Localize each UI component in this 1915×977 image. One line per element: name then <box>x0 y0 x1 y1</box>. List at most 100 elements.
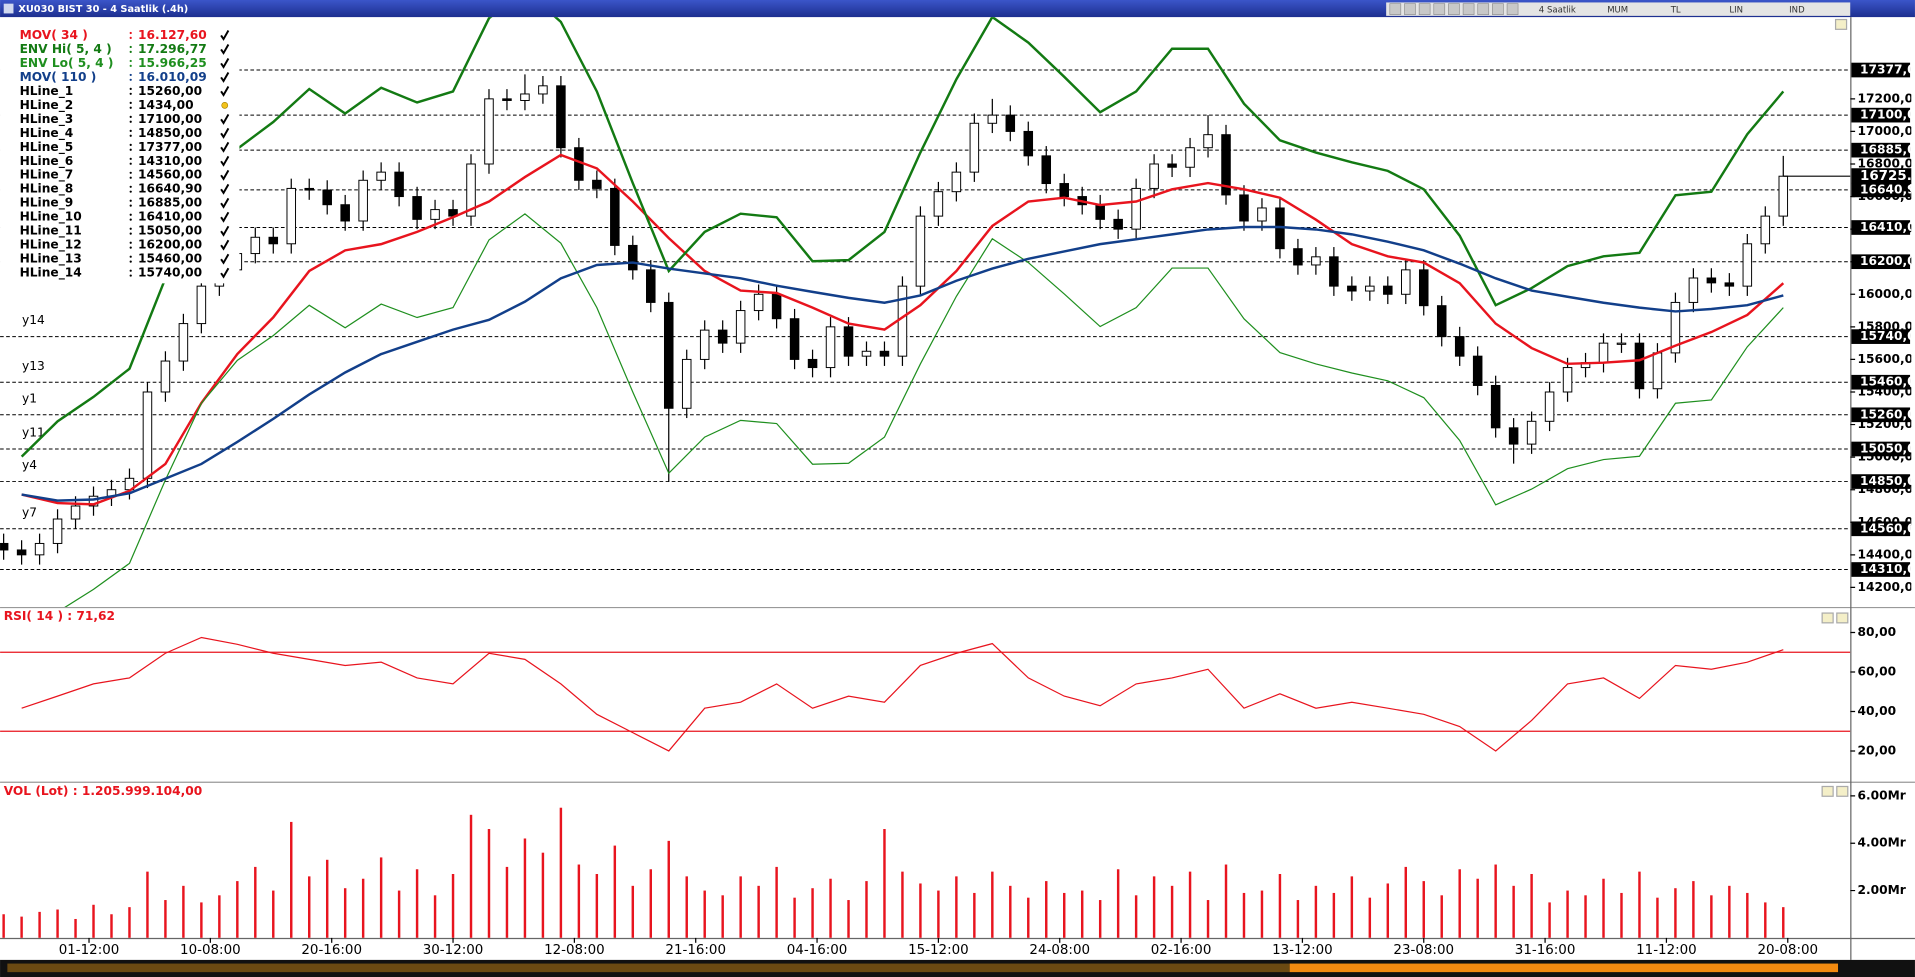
legend-value: 15460,00 <box>138 252 202 266</box>
volume-bar <box>1764 902 1767 938</box>
candle-body <box>915 215 926 287</box>
volume-bar <box>56 909 59 938</box>
toolbar-button[interactable] <box>1389 3 1402 15</box>
legend-value: 15.966,25 <box>138 56 207 70</box>
volume-bar <box>901 871 904 938</box>
volume-bar <box>487 829 491 938</box>
toolbar-button[interactable] <box>1433 3 1446 15</box>
toolbar-button[interactable] <box>1506 3 1519 15</box>
candle-body <box>1131 187 1141 230</box>
y-tick-label: 16000,00 <box>1858 287 1915 301</box>
volume-bar <box>325 859 329 938</box>
candle-body <box>1670 301 1681 354</box>
volume-bar <box>1080 890 1084 938</box>
panel-button[interactable] <box>1836 785 1849 797</box>
volume-bar <box>775 866 778 938</box>
volume-bar <box>110 914 113 938</box>
legend-toggle[interactable] <box>220 113 230 125</box>
candle-body <box>681 358 692 409</box>
scrollbar-thumb[interactable] <box>1289 963 1839 973</box>
x-tick-label: 10-08:00 <box>180 943 241 958</box>
candle-body <box>466 163 476 217</box>
legend-toggle[interactable] <box>220 155 230 167</box>
volume-bar <box>272 890 275 938</box>
legend-toggle[interactable] <box>220 85 230 97</box>
candle-body <box>358 179 368 222</box>
legend-toggle[interactable] <box>220 127 230 139</box>
legend-toggle[interactable] <box>221 101 229 109</box>
volume-bar <box>1386 883 1390 938</box>
legend-toggle[interactable] <box>220 183 230 195</box>
volume-bar <box>1368 897 1372 938</box>
legend-name: HLine_3 <box>20 112 74 127</box>
x-tick-label: 02-16:00 <box>1151 943 1212 958</box>
toolbar-button[interactable] <box>1462 3 1475 15</box>
toolbar-button[interactable] <box>1492 3 1504 15</box>
legend-toggle[interactable] <box>220 267 230 279</box>
rsi-line <box>21 636 1784 752</box>
legend-toggle[interactable] <box>220 169 230 181</box>
volume-bar <box>20 916 23 938</box>
legend-toggle[interactable] <box>220 253 230 265</box>
colon-dot <box>129 59 132 63</box>
candle-body <box>1778 175 1789 217</box>
candle-body <box>520 93 530 101</box>
candle-body <box>610 187 620 246</box>
x-axis: 01-12:00 10-08:00 20-16:00 30-12:00 12-08:00… <box>59 937 1818 958</box>
legend-toggle[interactable] <box>220 197 230 209</box>
legend-toggle[interactable] <box>220 44 230 55</box>
toolbar-item[interactable]: LIN <box>1729 5 1743 15</box>
candle-body <box>1023 130 1034 157</box>
colon-dot <box>129 143 132 146</box>
legend-toggle[interactable] <box>220 30 230 41</box>
candle-body <box>1742 243 1753 287</box>
legend-toggle[interactable] <box>220 225 230 237</box>
volume-bar <box>595 874 599 938</box>
candle-body <box>412 196 422 220</box>
volume-bar <box>1242 892 1246 938</box>
x-tick-label: 04-16:00 <box>787 943 848 958</box>
colon-dot <box>129 171 132 174</box>
panel-button[interactable] <box>1834 18 1848 30</box>
y-tick-label: 80,00 <box>1858 625 1897 639</box>
price-panel: y1 y4 y7 y11 y13 y14 <box>0 17 1851 607</box>
legend-value: 1434,00 <box>138 98 194 112</box>
volume-bar <box>1710 895 1713 938</box>
legend-toggle[interactable] <box>220 239 230 251</box>
toolbar-item[interactable]: TL <box>1670 5 1681 15</box>
volume-bar <box>433 895 437 938</box>
toolbar-item[interactable]: 4 Saatlik <box>1539 5 1576 15</box>
volume-bar <box>397 890 401 938</box>
volume-bar <box>2 914 5 938</box>
legend-toggle[interactable] <box>220 58 230 69</box>
x-tick-label: 13-12:00 <box>1272 943 1333 958</box>
volume-bar <box>415 869 419 938</box>
toolbar-button[interactable] <box>1418 3 1431 15</box>
legend-toggle[interactable] <box>220 211 230 223</box>
last-price-box <box>1851 168 1912 185</box>
candle-body <box>394 171 404 198</box>
candle-body <box>1401 269 1411 295</box>
toolbar-item[interactable]: IND <box>1789 5 1805 15</box>
panel-button[interactable] <box>1821 785 1834 797</box>
legend-toggle[interactable] <box>220 71 230 83</box>
volume-bar <box>685 876 688 938</box>
panel-button[interactable] <box>1821 612 1834 624</box>
volume-bar <box>739 876 742 938</box>
colon-dot <box>129 246 132 249</box>
panel-button[interactable] <box>1836 612 1849 624</box>
line-value-box <box>1851 407 1911 423</box>
candle-body <box>1347 285 1357 292</box>
toolbar-button[interactable] <box>1448 3 1460 15</box>
toolbar-button[interactable] <box>1404 3 1416 15</box>
volume-bar <box>613 845 617 938</box>
candle-body <box>1616 342 1627 345</box>
toolbar-button[interactable] <box>1477 3 1490 15</box>
y-tick-label: 14200,00 <box>1858 580 1915 594</box>
volume-bar <box>74 918 77 938</box>
colon-dot <box>129 213 132 216</box>
legend-toggle[interactable] <box>220 141 230 153</box>
toolbar-item[interactable]: MUM <box>1607 5 1628 15</box>
y-tick-label: 17000,00 <box>1858 124 1915 138</box>
candle-body <box>1724 282 1735 287</box>
